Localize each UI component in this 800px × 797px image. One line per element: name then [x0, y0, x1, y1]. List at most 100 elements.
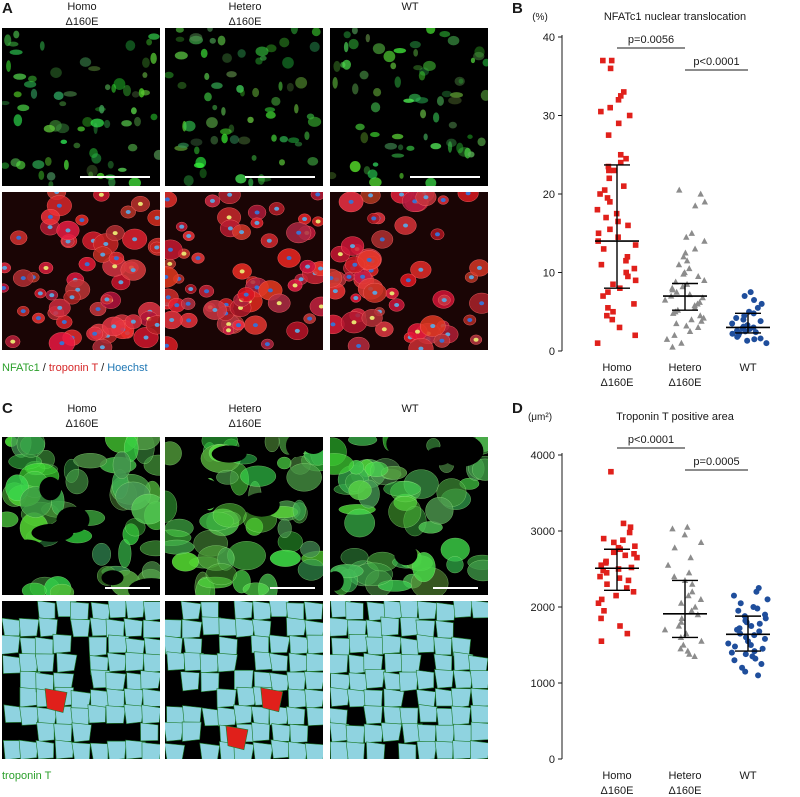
cell-troponin: [340, 548, 369, 567]
data-point: [620, 89, 627, 95]
data-point: [691, 603, 699, 610]
cell-nucleus: [366, 257, 372, 262]
cell-signal: [343, 41, 349, 53]
chart-d: Troponin T positive area (μm²) 0 1000 2000 30…: [528, 411, 771, 797]
cell-nucleus: [174, 303, 180, 308]
data-point: [691, 653, 698, 659]
panel-label-a: A: [2, 0, 13, 17]
segmented-cell: [2, 634, 21, 655]
segmented-cell: [381, 634, 402, 655]
data-point: [763, 340, 770, 347]
data-point: [742, 651, 749, 658]
cell-nucleus: [415, 329, 421, 334]
cell-signal: [16, 160, 26, 170]
segmented-cell: [363, 705, 383, 725]
data-point: [601, 608, 607, 614]
cell-nucleus: [185, 301, 191, 306]
cell-nucleus: [165, 343, 169, 348]
segmented-cell: [345, 741, 366, 759]
cell-signal: [222, 53, 232, 63]
segmented-cell: [181, 721, 202, 742]
segmented-cell: [271, 723, 291, 743]
cell-signal: [206, 117, 218, 129]
segmented-cell: [434, 740, 454, 759]
segmented-cell: [287, 741, 308, 759]
segmented-cell: [250, 706, 270, 725]
x-category-label: Δ160E: [668, 377, 701, 389]
data-point: [598, 615, 604, 622]
cell-signal: [474, 46, 485, 58]
cell-nucleus: [154, 245, 160, 250]
cell-troponin: [277, 456, 292, 470]
cell-nucleus: [10, 339, 16, 344]
cell-signal: [454, 76, 465, 86]
segmented-cell: [348, 634, 368, 654]
cell-signal: [399, 172, 404, 179]
cell-troponin: [330, 453, 354, 475]
cell-signal: [165, 71, 174, 79]
cell-troponin: [112, 451, 131, 479]
cell-signal: [450, 92, 463, 98]
data-point: [615, 234, 621, 240]
cell-nucleus: [267, 288, 273, 293]
data-point: [670, 309, 677, 316]
data-point: [734, 333, 741, 340]
cell-signal: [38, 170, 45, 180]
cell-nucleus: [57, 305, 63, 310]
data-point: [597, 191, 603, 197]
cell-nucleus: [65, 228, 71, 233]
data-point: [742, 668, 749, 675]
data-point: [752, 655, 759, 662]
data-point: [595, 600, 602, 606]
segmented-cell: [330, 687, 351, 707]
data-point: [605, 163, 612, 170]
cell-nucleus: [239, 230, 245, 235]
data-point: [755, 672, 762, 679]
cell-signal: [309, 41, 320, 53]
data-point: [697, 190, 704, 197]
data-point: [764, 596, 771, 603]
data-point: [600, 567, 606, 574]
data-point: [598, 562, 605, 568]
y-tick-label: 3000: [531, 526, 555, 538]
segmented-cell: [35, 740, 55, 759]
cell-nucleus: [204, 289, 210, 294]
data-point: [598, 596, 605, 603]
cell-nucleus: [381, 327, 387, 332]
x-category-label: WT: [739, 770, 756, 782]
cell-signal: [425, 177, 437, 186]
panel-c-col-title-homo: Homo Δ160E: [2, 402, 162, 432]
cell-nucleus: [318, 266, 323, 271]
cell-troponin: [383, 481, 422, 497]
cell-signal: [333, 60, 341, 72]
data-point: [606, 167, 612, 174]
cell-troponin: [139, 540, 160, 557]
data-point: [698, 637, 705, 644]
segmented-cell: [54, 739, 75, 759]
segmented-cell: [141, 704, 160, 724]
segmented-cell: [71, 722, 92, 743]
cell-signal: [370, 132, 380, 138]
cell-troponin: [264, 437, 280, 452]
data-point: [631, 265, 638, 272]
data-point: [671, 544, 678, 551]
cell-nucleus: [439, 338, 445, 343]
x-category-label: Hetero: [668, 362, 701, 374]
data-point: [751, 336, 758, 343]
cell-signal: [470, 57, 476, 64]
data-point: [748, 623, 755, 629]
cell-signal: [90, 118, 104, 128]
segmented-cell: [200, 672, 220, 693]
segmented-cell: [56, 652, 78, 673]
cell-nucleus: [143, 335, 149, 340]
cell-nucleus: [292, 283, 298, 288]
cell-signal: [30, 88, 38, 99]
segmented-cell: [252, 741, 274, 759]
segmented-cell: [384, 653, 403, 674]
cell-signal: [397, 144, 404, 151]
cell-signal: [447, 35, 460, 46]
micrograph-c-wt-troponin: [330, 437, 488, 595]
cell-nucleus: [99, 345, 105, 350]
segmented-cell: [199, 742, 220, 759]
data-point: [741, 293, 748, 300]
